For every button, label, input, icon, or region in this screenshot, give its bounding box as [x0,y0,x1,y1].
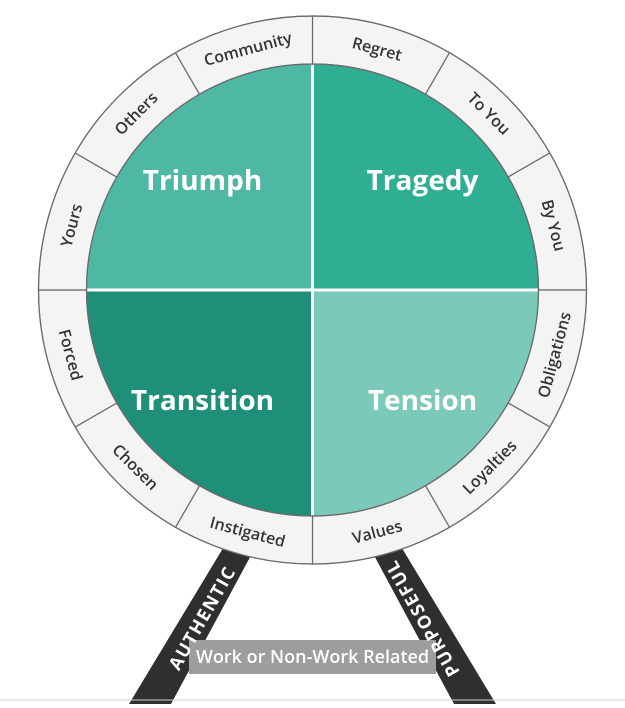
quadrant-label-tragedy: Tragedy [367,161,479,199]
quadrant-label-transition: Transition [131,381,274,419]
quadrant-label-tension: Tension [368,381,477,419]
quadrants: Triumph Tragedy Tension Transition [87,64,539,516]
easel-crossbar-label: Work or Non-Work Related [196,645,429,669]
quadrant-label-triumph: Triumph [143,161,263,199]
story-wheel-diagram: Work or Non-Work RelatedAUTHENTICPURPOSE… [0,0,625,708]
